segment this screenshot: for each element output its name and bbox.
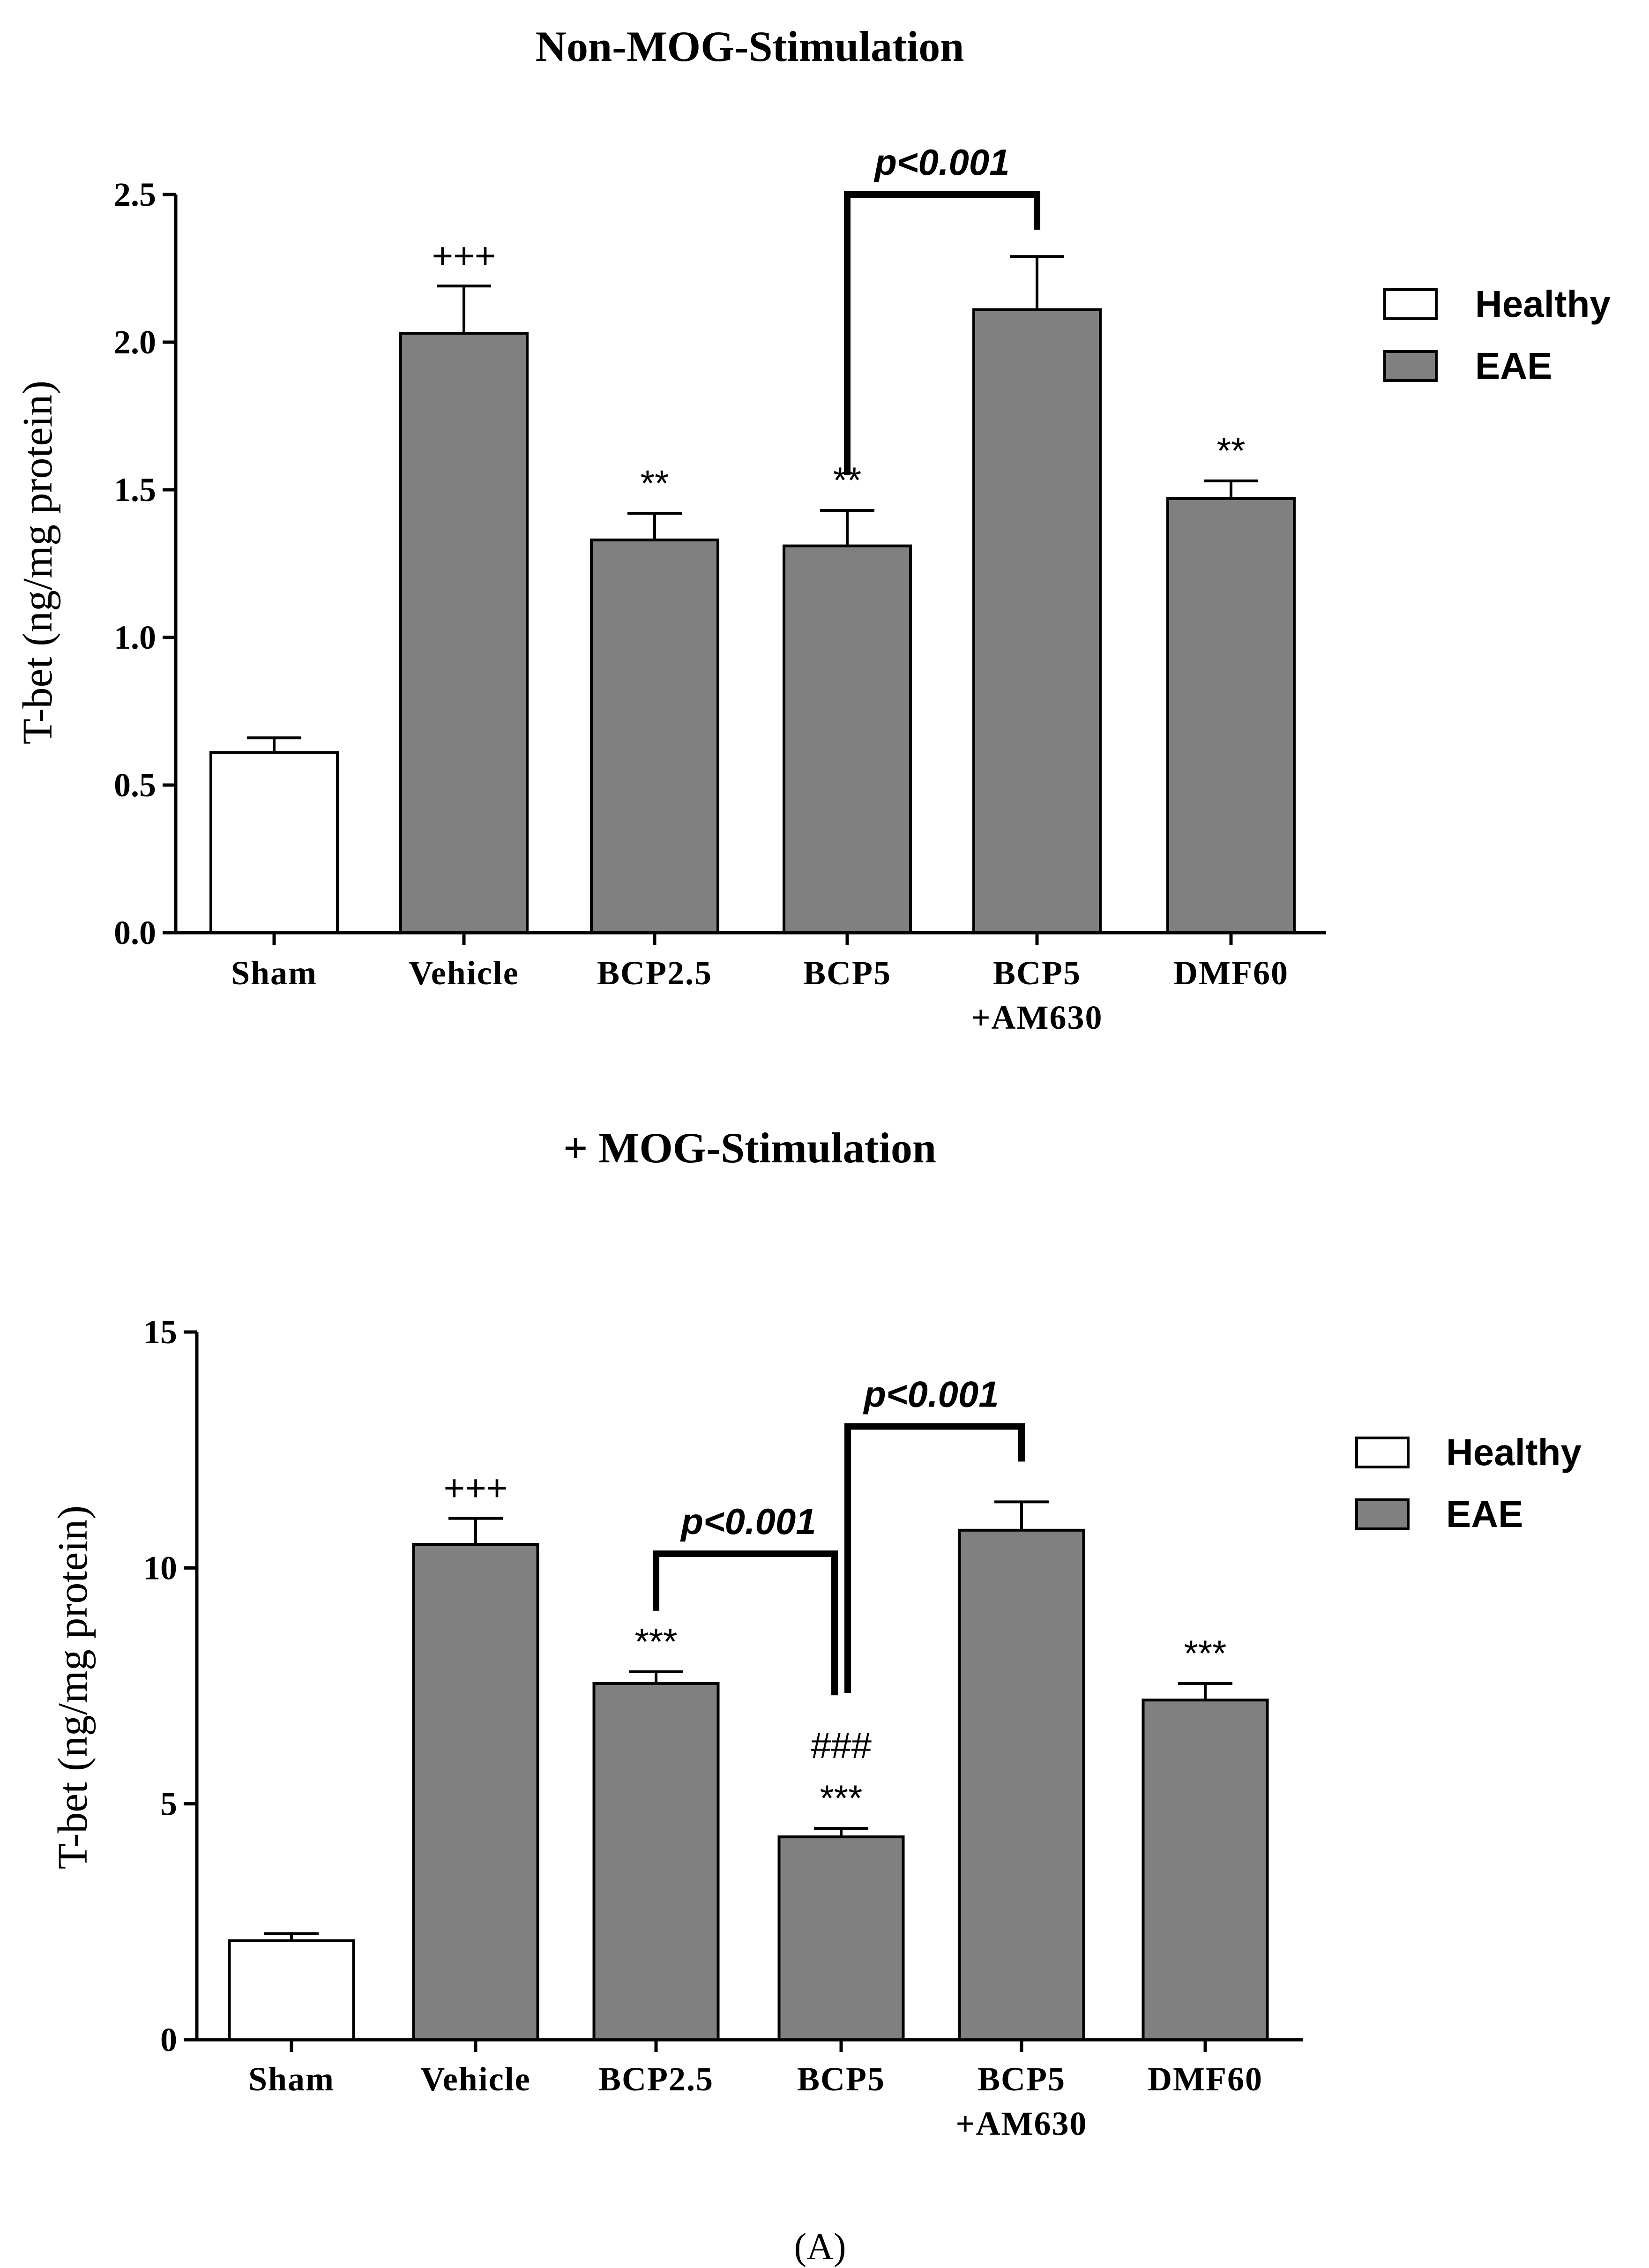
p-value-label: p<0.001: [873, 142, 1009, 183]
x-category-label: BCP5: [797, 2060, 885, 2098]
legend-label: EAE: [1475, 345, 1552, 387]
y-tick-label: 5: [160, 1785, 177, 1823]
comparison-bracket: [844, 191, 1040, 475]
chart-mog: + MOG-Stimulation T-bet (ng/mg protein) 0 5…: [50, 1124, 1582, 2142]
x-category-label: DMF60: [1173, 954, 1289, 992]
bar: [1166, 497, 1296, 934]
comparison-bracket: [844, 1423, 1025, 1693]
x-category-label: BCP2.5: [598, 2060, 714, 2098]
y-tick-label: 2.5: [114, 176, 156, 213]
legend-swatch: [1355, 1498, 1410, 1530]
significance-label-extra: ###: [811, 1725, 872, 1766]
bar: [777, 1835, 905, 2041]
chart-non-mog: Non-MOG-Stimulation T-bet (ng/mg protein)…: [15, 22, 1611, 1036]
y-tick-label: 0: [160, 2021, 177, 2058]
significance-label: ***: [1184, 1632, 1226, 1674]
bar: [228, 1939, 355, 2042]
significance-label: **: [641, 462, 669, 503]
y-tick-label: 1.0: [114, 619, 156, 656]
y-axis-label: T-bet (ng/mg protein): [50, 1505, 96, 1870]
x-category-label: Vehicle: [409, 954, 519, 992]
x-category-label: BCP5: [993, 954, 1081, 992]
bar: [592, 1682, 720, 2041]
legend-label: Healthy: [1475, 283, 1611, 325]
bar: [958, 1528, 1085, 2041]
legend-swatch: [1383, 350, 1438, 382]
y-axis-label: T-bet (ng/mg protein): [15, 381, 61, 745]
bar: [399, 332, 529, 934]
x-category-label: Sham: [231, 954, 317, 992]
y-tick-label: 2.0: [114, 323, 156, 361]
p-value-label: p<0.001: [863, 1373, 999, 1415]
x-category-label: Sham: [248, 2060, 335, 2098]
x-category-label-line2: +AM630: [971, 999, 1103, 1036]
y-tick-label: 0.0: [114, 914, 156, 951]
significance-label: **: [1217, 430, 1246, 471]
legend-swatch: [1355, 1437, 1410, 1468]
significance-label: +++: [432, 235, 496, 276]
y-tick-label: 1.5: [114, 471, 156, 509]
bar: [783, 544, 912, 934]
y-tick-label: 0.5: [114, 766, 156, 804]
bar: [412, 1543, 539, 2041]
x-category-label: DMF60: [1148, 2060, 1263, 2098]
legend-label: Healthy: [1446, 1431, 1582, 1473]
significance-label: ***: [634, 1621, 677, 1662]
x-category-label: BCP5: [977, 2060, 1066, 2098]
bar: [590, 539, 719, 934]
figure-caption: (A): [794, 2226, 846, 2268]
x-category-label-line2: +AM630: [956, 2105, 1088, 2142]
significance-label: ***: [820, 1777, 862, 1819]
x-category-label: BCP5: [803, 954, 891, 992]
x-category-label: BCP2.5: [597, 954, 712, 992]
legend-label: EAE: [1446, 1493, 1523, 1535]
bar: [209, 751, 339, 934]
bar: [972, 308, 1102, 935]
y-tick-label: 10: [143, 1549, 177, 1587]
significance-label: +++: [444, 1467, 508, 1509]
y-tick-label: 15: [143, 1313, 177, 1351]
comparison-bracket: [653, 1550, 838, 1696]
bar: [1142, 1699, 1269, 2041]
p-value-label: p<0.001: [680, 1501, 816, 1542]
legend-swatch: [1383, 288, 1438, 320]
chart-title: + MOG-Stimulation: [563, 1124, 936, 1172]
chart-title: Non-MOG-Stimulation: [536, 22, 964, 70]
x-category-label: Vehicle: [420, 2060, 530, 2098]
